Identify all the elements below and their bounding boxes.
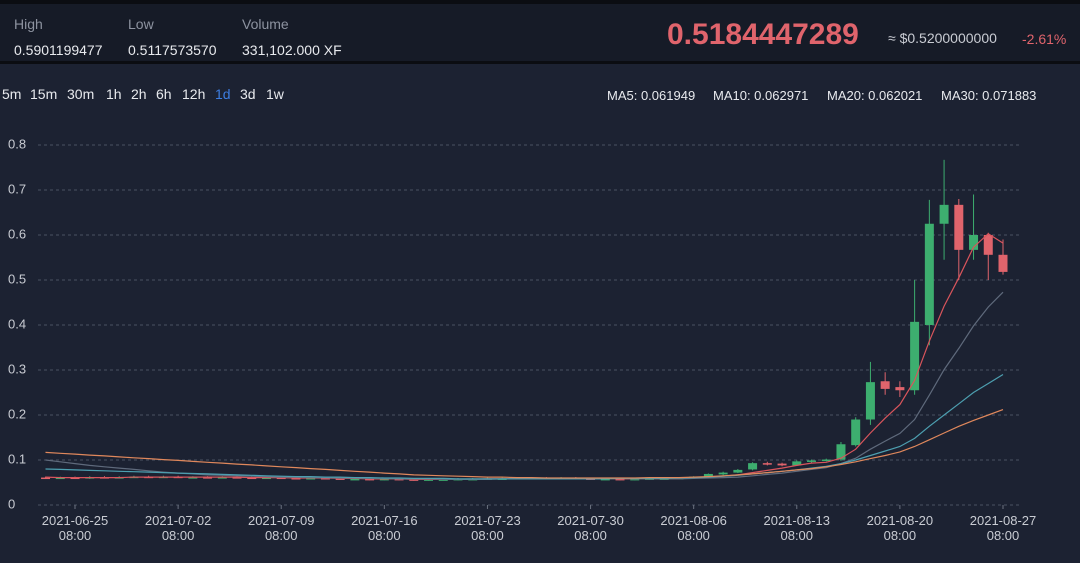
x-tick-label: 2021-07-23 08:00	[454, 513, 521, 543]
y-tick-label: 0.1	[8, 451, 26, 466]
candle-body	[762, 463, 772, 465]
x-tick-label: 2021-06-25 08:00	[41, 513, 109, 543]
candle-body	[851, 419, 861, 446]
candle-body	[748, 463, 758, 470]
x-tick-label: 2021-08-27 08:00	[969, 513, 1037, 543]
candle-body	[438, 479, 448, 481]
candle-body	[718, 472, 728, 475]
y-tick-label: 0	[8, 496, 15, 511]
candle-body	[55, 477, 65, 480]
interval[interactable]: 1h	[106, 86, 122, 102]
candle-body	[703, 473, 713, 477]
ma-label: MA30: 0.071883	[941, 88, 1037, 103]
low-label: Low	[128, 16, 154, 32]
y-tick-label: 0.8	[8, 136, 26, 151]
candle-body	[807, 460, 817, 462]
candle-body	[939, 204, 949, 224]
candle-body	[41, 477, 51, 480]
candle-body	[998, 254, 1008, 272]
candle-body	[969, 235, 979, 250]
candle-body	[924, 223, 934, 325]
candle-body	[880, 381, 890, 389]
ma-label: MA10: 0.062971	[713, 88, 809, 103]
y-tick-label: 0.3	[8, 361, 26, 376]
ma-line	[45, 291, 1004, 480]
candle-body	[247, 477, 257, 480]
interval[interactable]: 1d	[215, 86, 231, 102]
interval[interactable]: 1w	[266, 86, 284, 102]
candle-body	[350, 478, 360, 481]
ma-line	[45, 409, 1004, 479]
candle-body	[70, 477, 80, 480]
candle-body	[409, 479, 419, 481]
y-tick-label: 0.7	[8, 181, 26, 196]
volume-value: 331,102.000 XF	[242, 42, 342, 58]
candle-body	[188, 477, 198, 479]
y-tick-label: 0.2	[8, 406, 26, 421]
candle-body	[261, 477, 271, 480]
x-tick-label: 2021-07-09 08:00	[247, 513, 315, 543]
candle-body	[792, 461, 802, 466]
candle-body	[335, 478, 345, 480]
candle-body	[865, 382, 875, 420]
ma-label: MA20: 0.062021	[827, 88, 923, 103]
interval[interactable]: 15m	[30, 86, 58, 102]
y-tick-label: 0.5	[8, 271, 26, 286]
interval[interactable]: 2h	[131, 86, 147, 102]
candle-body	[895, 387, 905, 391]
high-label: High	[14, 16, 43, 32]
low-value: 0.5117573570	[128, 42, 217, 58]
candle-body	[394, 478, 404, 481]
candle-body	[600, 478, 610, 481]
candle-body	[910, 321, 920, 391]
interval[interactable]: 30m	[67, 86, 95, 102]
interval[interactable]: 5m	[2, 86, 22, 102]
header: High 0.5901199477 Low 0.5117573570 Volum…	[0, 0, 1080, 64]
candle-body	[954, 204, 964, 250]
ma-label: MA5: 0.061949	[607, 88, 696, 103]
candle-body	[777, 463, 787, 466]
y-tick-label: 0.4	[8, 316, 26, 331]
x-tick-label: 2021-08-20 08:00	[866, 513, 934, 543]
candle-body	[424, 479, 434, 481]
candle-body	[365, 478, 375, 481]
y-tick-label: 0.6	[8, 226, 26, 241]
price: 0.5184447289	[667, 18, 859, 51]
interval[interactable]: 12h	[182, 86, 206, 102]
candle-body	[733, 469, 743, 473]
candle-body	[232, 477, 242, 479]
x-tick-label: 2021-08-06 08:00	[660, 513, 727, 543]
interval[interactable]: 3d	[240, 86, 256, 102]
x-tick-label: 2021-08-13 08:00	[763, 513, 831, 543]
high-value: 0.5901199477	[14, 42, 103, 58]
candle-body	[630, 478, 640, 481]
candle-body	[836, 444, 846, 460]
x-tick-label: 2021-07-16 08:00	[351, 513, 418, 543]
candle-body	[203, 477, 213, 479]
change: -2.61%	[1022, 31, 1067, 47]
candle-body	[217, 477, 227, 479]
candle-body	[276, 477, 286, 480]
x-tick-label: 2021-07-30 08:00	[557, 513, 624, 543]
candle-body	[379, 478, 389, 481]
volume-label: Volume	[242, 16, 289, 32]
candle-body	[291, 478, 301, 480]
candle-body	[320, 478, 330, 480]
candle-body	[821, 459, 831, 462]
interval[interactable]: 6h	[156, 86, 172, 102]
candle-body	[306, 478, 316, 480]
approx-price: ≈ $0.5200000000	[888, 30, 997, 46]
x-tick-label: 2021-07-02 08:00	[144, 513, 212, 543]
ma-line	[45, 373, 1004, 480]
candle-body	[983, 235, 993, 255]
candle-body	[615, 478, 625, 481]
